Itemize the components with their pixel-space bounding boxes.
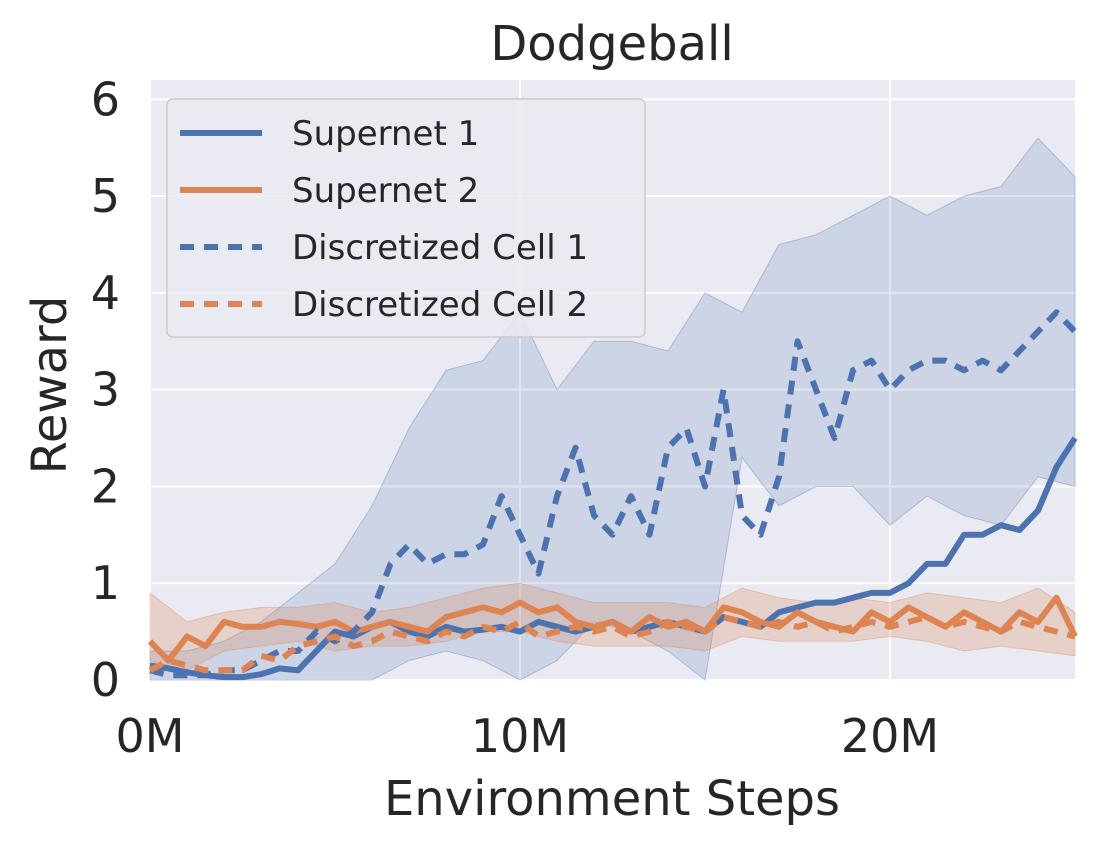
x-axis-label: Environment Steps <box>384 771 840 827</box>
y-tick-label: 2 <box>91 459 120 513</box>
y-tick-labels: 0 1 2 3 4 5 6 <box>91 72 120 707</box>
legend-box <box>166 98 646 338</box>
band-supernet-2 <box>149 582 1076 671</box>
x-tick-label: 10M <box>471 709 569 763</box>
legend-label: Discretized Cell 1 <box>292 228 588 268</box>
series-line-discretized-cell-2 <box>148 614 1076 674</box>
y-tick-label: 5 <box>91 169 120 223</box>
band-discretized-cell-1 <box>149 137 1076 681</box>
series-line-discretized-cell-1 <box>149 309 1078 679</box>
confidence-bands <box>149 137 1076 681</box>
series-line-supernet-2 <box>147 594 1078 664</box>
x-tick-label: 0M <box>116 709 185 763</box>
y-axis-label: Reward <box>22 296 78 475</box>
y-tick-label: 0 <box>91 653 120 707</box>
legend-label: Discretized Cell 2 <box>292 285 588 325</box>
legend: Supernet 1 Supernet 2 Discretized Cell 1 Di… <box>166 98 646 338</box>
series-lines <box>147 309 1078 681</box>
y-tick-label: 6 <box>91 72 120 126</box>
x-tick-labels: 0M 10M 20M <box>116 709 940 763</box>
y-tick-label: 4 <box>91 266 120 320</box>
x-tick-label: 20M <box>841 709 939 763</box>
legend-label: Supernet 2 <box>292 171 479 211</box>
y-tick-label: 3 <box>91 363 120 417</box>
y-tick-label: 1 <box>91 556 120 610</box>
chart-title: Dodgeball <box>490 16 733 72</box>
legend-label: Supernet 1 <box>292 114 479 154</box>
